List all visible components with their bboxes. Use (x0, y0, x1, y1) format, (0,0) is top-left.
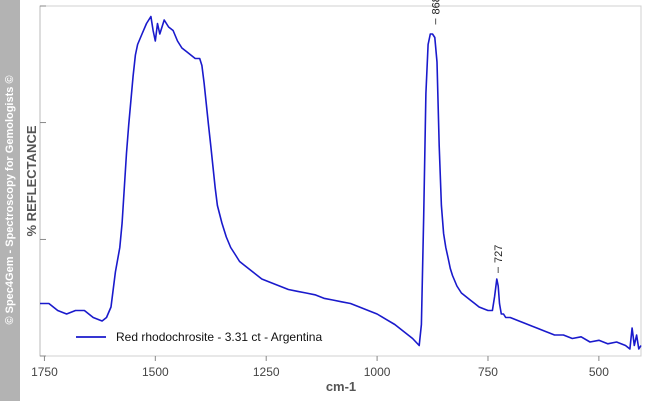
x-tick-label: 1750 (31, 365, 58, 379)
y-axis-ticks (40, 5, 46, 357)
watermark-sidebar: © Spec4Gem - Spectroscopy for Gemologist… (0, 0, 20, 401)
x-axis-ticks: 1750 1500 1250 1000 750 500 (31, 356, 609, 379)
peak-label: 727 (493, 245, 505, 263)
x-tick-label: 1000 (364, 365, 391, 379)
peak-annotations: 868 727 (431, 0, 505, 273)
legend: Red rhodochrosite - 3.31 ct - Argentina (76, 330, 322, 344)
y-axis-title: % REFLECTANCE (24, 125, 39, 236)
x-tick-label: 1500 (142, 365, 169, 379)
plot-frame (39, 5, 642, 357)
legend-label: Red rhodochrosite - 3.31 ct - Argentina (116, 330, 322, 344)
spectrum-line (40, 15, 642, 350)
x-tick-label: 1250 (253, 365, 280, 379)
x-tick-label: 500 (589, 365, 609, 379)
peak-label: 868 (431, 0, 443, 15)
x-axis-title: cm-1 (326, 379, 356, 394)
x-tick-label: 750 (478, 365, 498, 379)
